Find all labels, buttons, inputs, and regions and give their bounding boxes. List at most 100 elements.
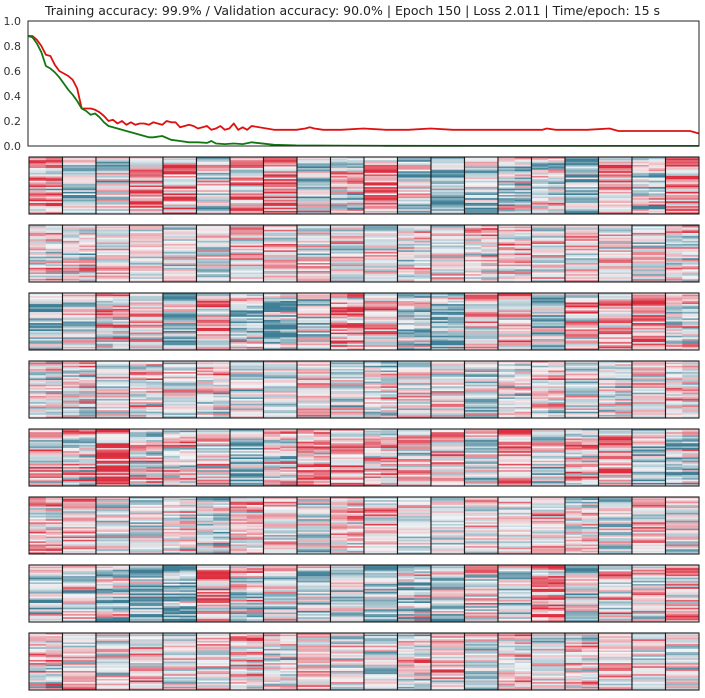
heatmap-cell (531, 188, 549, 191)
heatmap-cell (397, 293, 415, 295)
heatmap-cell (45, 370, 63, 373)
heatmap-cell (29, 263, 47, 265)
heatmap-cell (297, 451, 315, 454)
heatmap-cell (531, 467, 565, 469)
heatmap-cell (230, 380, 264, 382)
heatmap-cell (414, 226, 431, 229)
heatmap-cell (397, 481, 431, 484)
heatmap-cell (431, 199, 465, 202)
heatmap-cell (263, 337, 281, 340)
heatmap-cell (498, 206, 516, 208)
heatmap-panel (463, 428, 499, 487)
heatmap-cell (62, 193, 96, 196)
heatmap-cell (431, 368, 465, 371)
heatmap-cell (531, 319, 565, 322)
heatmap-cell (464, 467, 498, 469)
heatmap-cell (364, 478, 382, 480)
heatmap-cell (498, 370, 516, 373)
heatmap-cell (648, 188, 666, 191)
heatmap-cell (297, 275, 331, 278)
heatmap-cell (163, 176, 197, 178)
heatmap-cell (96, 196, 130, 199)
heatmap-cell (29, 174, 47, 177)
heatmap-cell (347, 334, 364, 337)
heatmap-cell (632, 441, 666, 444)
heatmap-cell (230, 448, 264, 450)
heatmap-cell (45, 244, 63, 246)
heatmap-panel (128, 156, 164, 215)
heatmap-cell (598, 240, 632, 243)
heatmap-cell (447, 323, 465, 325)
heatmap-cell (129, 481, 147, 484)
heatmap-cell (565, 319, 599, 322)
heatmap-cell (431, 202, 465, 205)
heatmap-cell (414, 319, 431, 322)
heatmap-cell (565, 258, 599, 261)
heatmap-cell (364, 443, 382, 446)
heatmap-cell (364, 270, 398, 273)
heatmap-cell (96, 250, 130, 253)
heatmap-cell (531, 403, 549, 406)
heatmap-cell (280, 457, 297, 460)
heatmap-cell (330, 348, 348, 351)
heatmap-cell (397, 209, 431, 212)
heatmap-cell (431, 161, 465, 164)
heatmap-cell (179, 468, 197, 471)
heatmap-cell (548, 177, 565, 180)
heatmap-cell (297, 391, 331, 393)
heatmap-cell (347, 327, 364, 330)
heatmap-cell (96, 454, 130, 457)
heatmap-panel (564, 156, 600, 215)
heatmap-cell (565, 280, 599, 283)
heatmap-cell (112, 346, 130, 349)
heatmap-cell (29, 430, 63, 433)
heatmap-cell (330, 444, 364, 447)
heatmap-cell (464, 247, 482, 250)
heatmap-cell (531, 414, 549, 417)
heatmap-cell (498, 176, 516, 178)
heatmap-cell (498, 179, 516, 182)
heatmap-cell (531, 177, 549, 180)
heatmap-cell (632, 435, 666, 438)
heatmap-cell (96, 174, 130, 177)
heatmap-cell (632, 258, 666, 261)
heatmap-cell (163, 408, 197, 411)
heatmap-cell (514, 402, 532, 405)
heatmap-cell (129, 272, 163, 275)
heatmap-cell (263, 209, 297, 212)
heatmap-cell (364, 399, 382, 401)
heatmap-cell (263, 161, 297, 164)
heatmap-cell (129, 207, 163, 210)
heatmap-cell (598, 386, 616, 389)
heatmap-cell (682, 367, 699, 370)
heatmap-cell (297, 307, 331, 310)
heatmap-cell (330, 384, 364, 387)
heatmap-cell (96, 403, 130, 406)
heatmap-cell (581, 460, 599, 463)
heatmap-cell (598, 207, 632, 210)
heatmap-cell (414, 327, 431, 330)
heatmap-cell (297, 378, 331, 381)
heatmap-cell (364, 380, 382, 382)
heatmap-cell (297, 384, 331, 387)
heatmap-cell (196, 468, 230, 471)
heatmap-cell (330, 400, 364, 403)
heatmap-cell (297, 204, 331, 207)
heatmap-cell (196, 451, 230, 454)
heatmap-cell (581, 463, 599, 466)
heatmap-cell (163, 307, 197, 310)
heatmap-cell (146, 476, 163, 479)
heatmap-cell (431, 259, 465, 262)
heatmap-cell (431, 340, 449, 343)
heatmap-cell (481, 275, 498, 278)
heatmap-cell (62, 188, 96, 191)
heatmap-cell (565, 195, 599, 197)
heatmap-panel (597, 224, 633, 283)
heatmap-cell (29, 387, 47, 390)
heatmap-cell (29, 410, 47, 412)
heatmap-cell (129, 331, 163, 333)
heatmap-cell (62, 242, 80, 245)
heatmap-cell (514, 209, 532, 212)
heatmap-cell (263, 386, 297, 389)
heatmap-cell (431, 436, 465, 439)
